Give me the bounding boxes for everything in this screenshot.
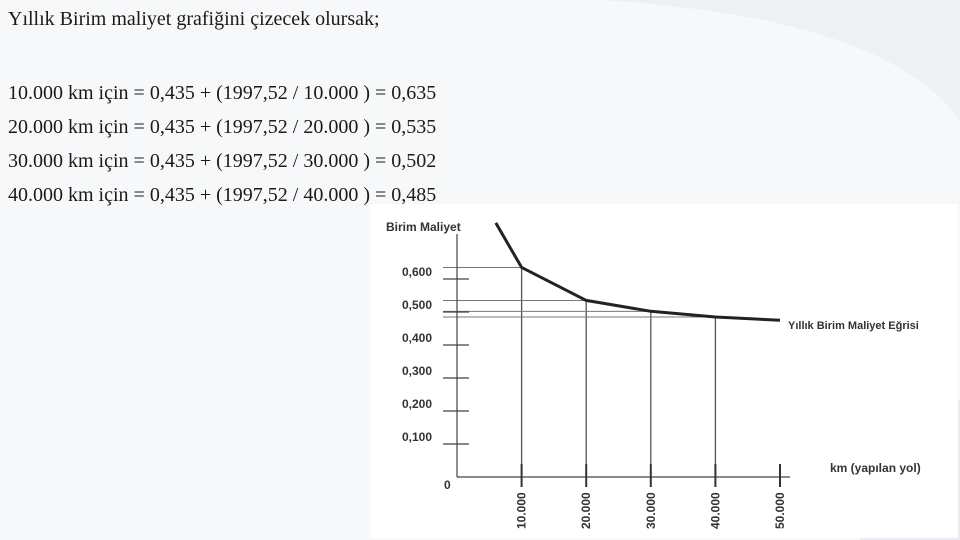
y-tick-label-2: 0,400 (402, 331, 432, 345)
x-tick-label-2: 30.000 (644, 492, 658, 529)
x-tick-label-0: 10.000 (515, 492, 529, 529)
chart-svg: 0,600 0,500 0,400 0,300 0,200 0,100 10.000 20.… (386, 220, 921, 529)
x-tick-label-3: 40.000 (708, 492, 722, 529)
series-label: Yıllık Birim Maliyet Eğrisi (788, 320, 919, 332)
unit-cost-chart: 0,600 0,500 0,400 0,300 0,200 0,100 10.000 20.… (370, 204, 958, 538)
calc-line-40000: 40.000 km için = 0,435 + (1997,52 / 40.0… (8, 184, 437, 206)
y-tick-label-5: 0,100 (402, 430, 432, 444)
calculation-lines: 10.000 km için = 0,435 + (1997,52 / 10.0… (8, 76, 436, 212)
y-tick-group: 0,600 0,500 0,400 0,300 0,200 0,100 (402, 265, 469, 445)
calc-line-20000: 20.000 km için = 0,435 + (1997,52 / 20.0… (8, 116, 437, 138)
origin-label: 0 (444, 478, 451, 492)
calc-line-10000: 10.000 km için = 0,435 + (1997,52 / 10.0… (8, 82, 437, 104)
x-tick-label-4: 50.000 (773, 492, 787, 529)
x-axis-label: km (yapılan yol) (830, 461, 921, 475)
slide-title: Yıllık Birim maliyet grafiğini çizecek o… (8, 8, 380, 30)
chart-axes (456, 234, 790, 478)
y-tick-label-1: 0,500 (402, 298, 432, 312)
x-tick-group: 10.000 20.000 30.000 40.000 50.000 (515, 464, 787, 529)
guide-lines (443, 266, 717, 477)
unit-cost-curve (494, 222, 781, 322)
x-tick-label-1: 20.000 (579, 492, 593, 529)
y-axis-label: Birim Maliyet (386, 220, 461, 234)
y-tick-label-4: 0,200 (402, 397, 432, 411)
y-tick-label-3: 0,300 (402, 364, 432, 378)
y-tick-label-0: 0,600 (402, 265, 432, 279)
calc-line-30000: 30.000 km için = 0,435 + (1997,52 / 30.0… (8, 150, 437, 172)
